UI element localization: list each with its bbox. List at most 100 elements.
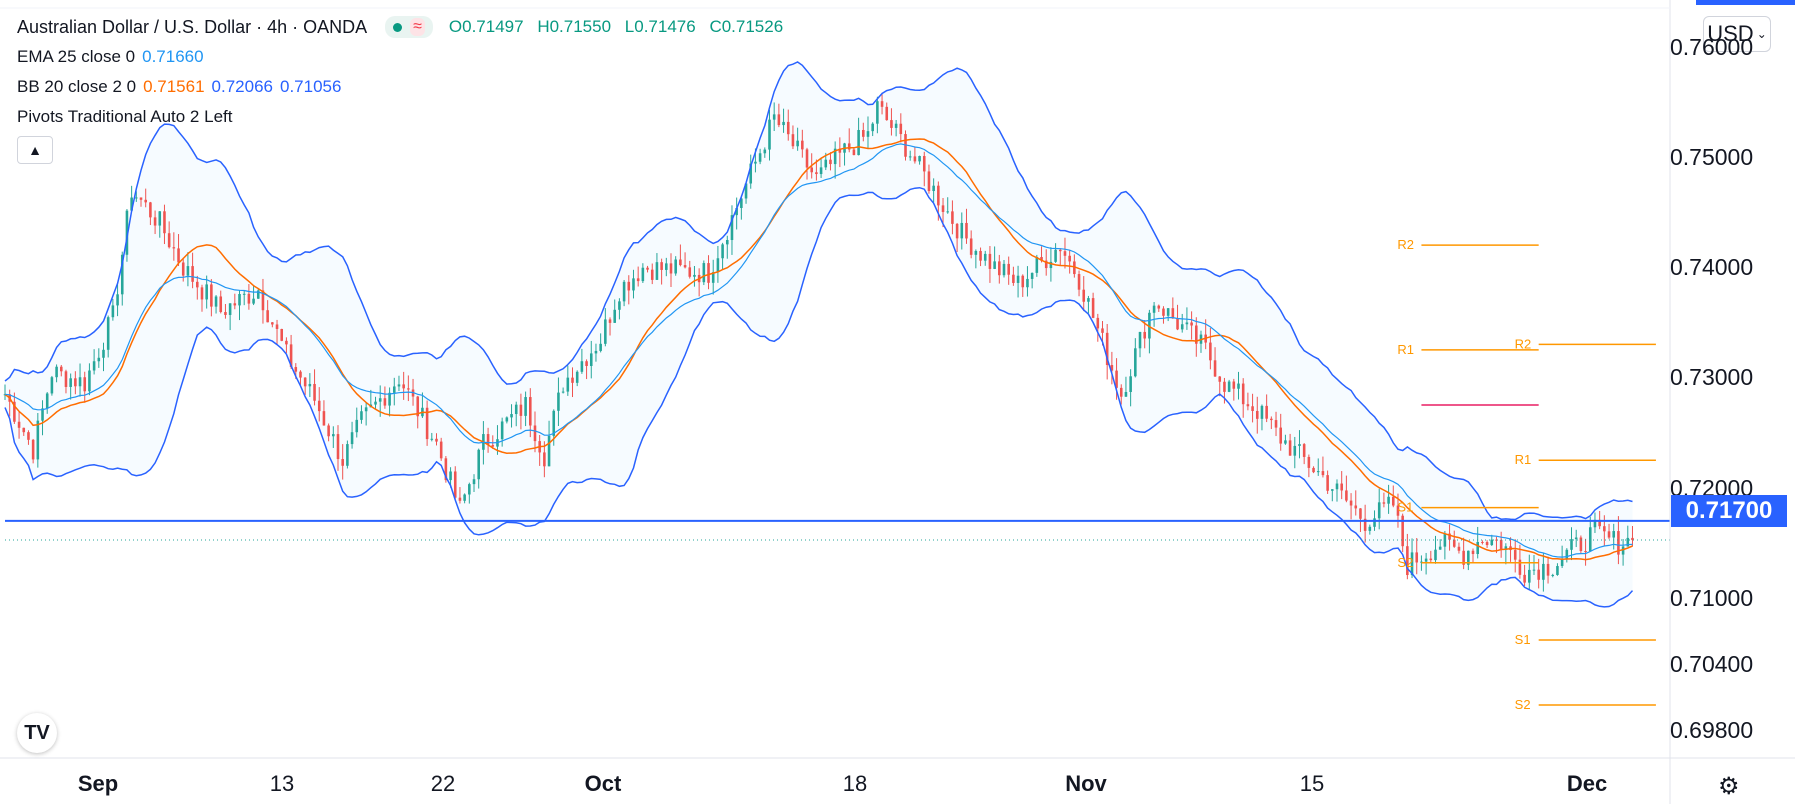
candle-body (829, 159, 832, 165)
candle-body (1359, 508, 1362, 519)
candle-body (1391, 496, 1395, 506)
candle-body (177, 248, 180, 263)
candle-body (847, 143, 851, 150)
pivot-label-r2: R2 (1515, 336, 1532, 351)
candle-body (1026, 278, 1029, 288)
candle-body (960, 222, 964, 239)
bb-legend[interactable]: BB 20 close 2 0 0.71561 0.72066 0.71056 (17, 72, 792, 102)
candle-body (721, 244, 724, 259)
candle-body (913, 156, 917, 162)
candle-body (1134, 348, 1137, 377)
candle-body (707, 263, 710, 283)
candle-body (665, 263, 668, 270)
candle-body (1335, 483, 1339, 490)
candle-body (219, 296, 223, 313)
candle-body (796, 140, 799, 147)
candle-body (294, 367, 298, 372)
candle-body (1626, 537, 1630, 547)
low-value: 0.71476 (634, 17, 696, 36)
candle-body (1368, 526, 1372, 531)
pivots-legend[interactable]: Pivots Traditional Auto 2 Left (17, 102, 792, 132)
ema-legend[interactable]: EMA 25 close 0 0.71660 (17, 42, 792, 72)
tradingview-logo-icon[interactable]: TV (17, 713, 57, 753)
candle-body (998, 261, 1001, 276)
chevron-down-icon: ⌄ (1756, 27, 1767, 41)
candle-body (1396, 505, 1400, 516)
candle-body (172, 247, 176, 249)
candle-body (890, 120, 893, 128)
candle-body (1232, 381, 1236, 389)
candle-body (1227, 381, 1231, 392)
candle-body (1354, 505, 1358, 509)
candle-body (1082, 289, 1086, 302)
candle-body (392, 386, 396, 393)
pivot-label-s2: S2 (1515, 697, 1531, 712)
candle-body (1209, 342, 1212, 361)
candle-body (275, 324, 279, 329)
candle-body (149, 202, 152, 218)
candle-body (594, 350, 598, 354)
candle-body (1528, 569, 1531, 583)
candle-body (758, 153, 762, 162)
candle-body (1415, 552, 1419, 563)
candle-body (1124, 391, 1128, 397)
candle-body (355, 419, 359, 433)
candle-body (1241, 383, 1245, 405)
candle-body (472, 479, 476, 485)
candle-body (1166, 308, 1170, 316)
candle-body (618, 301, 621, 310)
candle-body (1570, 539, 1573, 550)
candle-body (252, 298, 255, 304)
candle-body (1476, 541, 1479, 555)
currency-label: USD (1707, 21, 1754, 46)
time-tick-label: Dec (1566, 771, 1608, 796)
settings-gear-icon[interactable]: ⚙ (1718, 773, 1740, 800)
pivot-label-r1: R1 (1397, 342, 1414, 357)
candle-body (463, 494, 466, 501)
candle-body (1551, 574, 1555, 576)
candle-body (36, 420, 40, 460)
time-tick-label: Nov (1065, 771, 1107, 796)
candle-body (1574, 537, 1578, 540)
market-status[interactable]: ≈ (385, 16, 433, 38)
candle-body (1513, 550, 1517, 560)
high-label: H (537, 17, 550, 36)
candle-body (561, 391, 565, 393)
candle-body (135, 197, 138, 199)
candle-body (336, 434, 340, 460)
candle-body (1565, 549, 1569, 560)
candle-body (983, 253, 987, 261)
candle-body (299, 371, 302, 378)
candle-body (993, 261, 996, 269)
candle-body (238, 293, 241, 306)
currency-selector[interactable]: USD ⌄ (1703, 16, 1771, 52)
candle-body (439, 441, 443, 459)
candle-body (153, 217, 157, 226)
symbol-title[interactable]: Australian Dollar / U.S. Dollar · 4h · O… (17, 16, 368, 37)
candle-body (317, 400, 321, 412)
candle-body (120, 254, 124, 295)
candle-body (1504, 546, 1508, 550)
ohlc-values: O0.71497 H0.71550 L0.71476 C0.71526 (449, 17, 792, 37)
candle-body (810, 167, 813, 173)
candle-body (969, 238, 973, 255)
candle-body (1246, 404, 1250, 407)
candle-body (791, 134, 795, 147)
candle-body (786, 121, 790, 135)
candle-body (1213, 360, 1217, 377)
collapse-legend-button[interactable]: ▲ (17, 136, 53, 164)
chevron-up-icon: ▲ (28, 142, 42, 158)
candle-body (1270, 418, 1273, 421)
candle-body (1012, 274, 1015, 283)
price-tick-label: 0.69800 (1670, 717, 1754, 744)
candle-body (922, 156, 926, 172)
candle-body (885, 106, 889, 121)
candle-body (1302, 444, 1306, 457)
candle-body (364, 407, 368, 412)
candle-body (477, 449, 480, 480)
candle-body (346, 444, 349, 466)
candle-body (1058, 249, 1062, 252)
candle-body (580, 361, 584, 372)
